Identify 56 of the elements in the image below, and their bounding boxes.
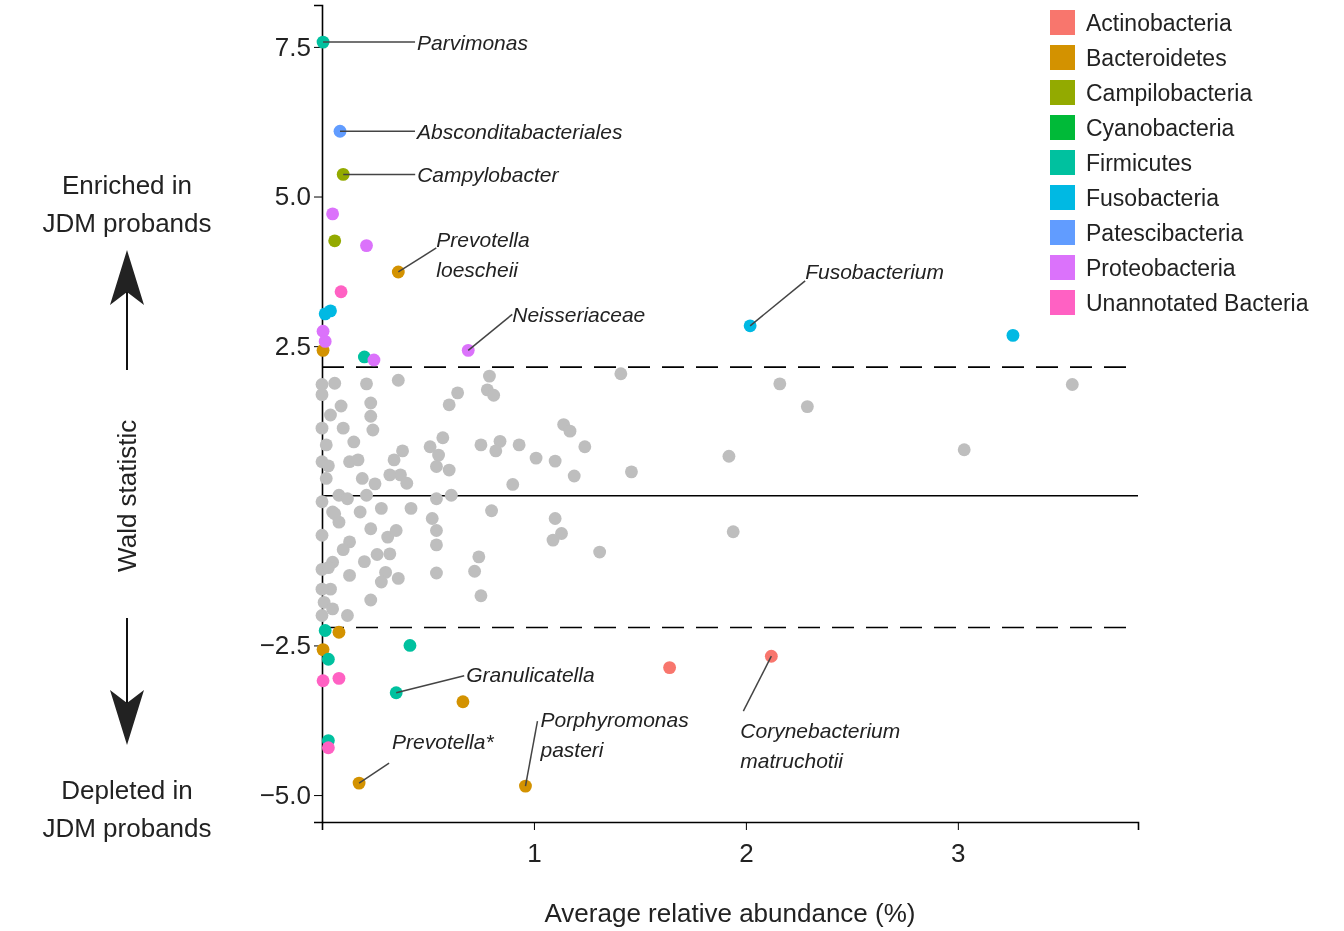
point xyxy=(403,639,417,652)
x-axis-title: Average relative abundance (%) xyxy=(544,898,916,928)
x-tick-label: 2 xyxy=(739,837,754,868)
annotation: Parvimonas xyxy=(417,30,529,54)
point xyxy=(1006,328,1020,342)
y-axis-title: Wald statistic xyxy=(112,419,142,572)
point xyxy=(321,652,335,666)
annotation: Campylobacter xyxy=(417,162,560,186)
legend-label: Firmicutes xyxy=(1086,150,1193,176)
text: Enriched in JDM probands xyxy=(42,170,212,238)
point xyxy=(389,686,403,700)
legend-label: Campilobacteria xyxy=(1086,80,1253,106)
annotation: Absconditabacteriales xyxy=(415,119,623,143)
point xyxy=(332,671,346,685)
y-tick-label: 2.5 xyxy=(274,330,311,361)
legend-label: Fusobacteria xyxy=(1086,185,1220,211)
point xyxy=(456,695,470,709)
annotation: Prevotella* xyxy=(392,729,495,753)
x-tick-label: 3 xyxy=(951,837,966,868)
y-tick-label: −2.5 xyxy=(259,630,311,661)
point xyxy=(336,167,350,181)
legend-label: Unannotated Bacteria xyxy=(1086,290,1309,316)
point xyxy=(743,319,757,333)
annotation: Prevotella loescheii xyxy=(436,227,530,281)
point xyxy=(318,334,332,348)
point xyxy=(328,234,342,248)
point xyxy=(334,285,348,299)
y-tick-label: −5.0 xyxy=(259,779,311,810)
point xyxy=(324,304,337,318)
point xyxy=(316,643,330,657)
annotation: Neisseriaceae xyxy=(512,302,646,326)
point xyxy=(663,661,677,674)
point xyxy=(318,624,332,637)
legend-label: Patescibacteria xyxy=(1086,220,1244,246)
legend-label: Bacteroidetes xyxy=(1086,45,1227,71)
legend-label: Proteobacteria xyxy=(1086,255,1236,281)
legend-label: Cyanobacteria xyxy=(1086,115,1235,141)
annotation: Granulicatella xyxy=(466,662,595,686)
point xyxy=(332,625,346,639)
text: Depleted in JDM probands xyxy=(42,775,212,843)
point xyxy=(461,343,475,357)
legend-label: Actinobacteria xyxy=(1086,10,1232,36)
annotation: Porphyromonas pasteri xyxy=(539,707,690,761)
point xyxy=(316,674,330,688)
y-tick-label: 5.0 xyxy=(274,181,311,212)
point xyxy=(360,239,373,253)
point xyxy=(764,649,778,663)
point xyxy=(333,124,347,138)
x-tick-label: 1 xyxy=(527,837,542,868)
point xyxy=(321,741,335,755)
point xyxy=(519,779,532,793)
annotation: Fusobacterium xyxy=(805,259,945,283)
annotation: Corynebacterium matruchotii xyxy=(740,718,901,772)
y-tick-label: 7.5 xyxy=(274,31,311,62)
point xyxy=(326,207,340,221)
point xyxy=(367,353,381,367)
